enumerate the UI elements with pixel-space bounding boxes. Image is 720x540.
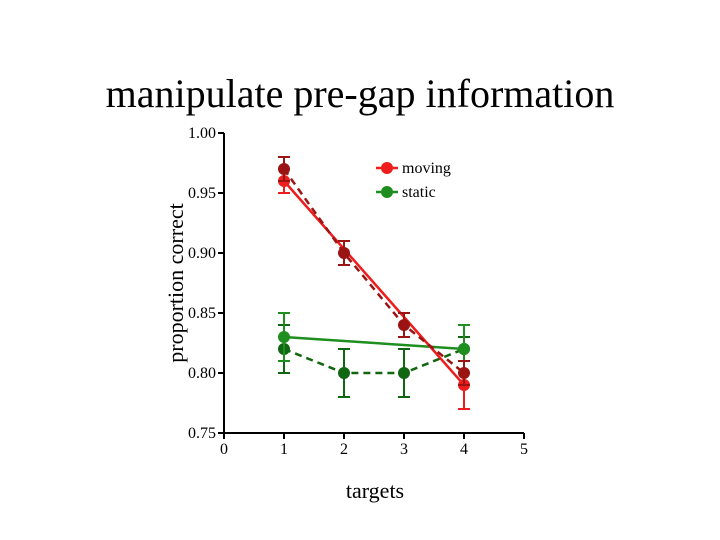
x-tick-label: 0	[220, 441, 228, 458]
y-tick-label: 0.95	[188, 185, 216, 202]
data-point-moving-dark	[398, 319, 410, 331]
data-point-static-dark	[398, 367, 410, 379]
x-axis-label: targets	[346, 478, 404, 503]
series-line-static-dark	[283, 347, 465, 375]
x-tick-label: 4	[460, 441, 468, 458]
data-point-static-dark	[338, 367, 350, 379]
legend: moving static	[376, 160, 451, 201]
y-tick-label: 0.75	[188, 425, 216, 442]
legend-marker-static	[381, 186, 393, 198]
data-point-static	[458, 343, 470, 355]
y-axis-label: proportion correct	[163, 203, 188, 362]
y-tick-label: 0.80	[188, 365, 216, 382]
x-tick-label: 1	[280, 441, 288, 458]
data-point-static	[278, 331, 290, 343]
axes: 0.75 0.80 0.85 0.90 0.95 1.00 0 1 2 3 4 5	[188, 125, 528, 458]
series-line-static	[283, 335, 465, 351]
series-moving-dark	[278, 156, 470, 386]
series-layer	[278, 156, 470, 410]
y-tick-label: 0.90	[188, 245, 216, 262]
x-tick-label: 5	[520, 441, 528, 458]
slide-title: manipulate pre-gap information	[105, 71, 615, 116]
data-point-moving-dark	[338, 247, 350, 259]
series-line-moving-dark	[282, 168, 465, 374]
data-point-moving-dark	[458, 367, 470, 379]
y-tick-label: 1.00	[188, 125, 216, 142]
legend-label-moving: moving	[402, 160, 451, 177]
x-tick-label: 3	[400, 441, 408, 458]
series-static	[278, 312, 470, 374]
legend-marker-moving	[381, 162, 393, 174]
data-point-moving-dark	[278, 163, 290, 175]
series-line-moving	[283, 180, 465, 386]
legend-label-static: static	[402, 184, 436, 201]
x-tick-label: 2	[340, 441, 348, 458]
y-tick-label: 0.85	[188, 305, 216, 322]
